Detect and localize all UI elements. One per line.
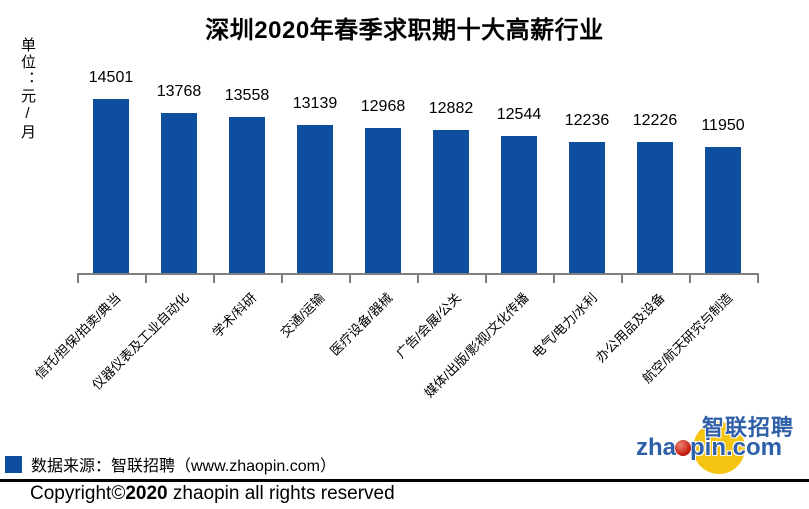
bar-value-label: 11950 xyxy=(701,117,745,134)
x-axis-tick xyxy=(213,273,215,283)
chart-title: 深圳2020年春季求职期十大高薪行业 xyxy=(205,17,604,44)
bar-value-label: 12226 xyxy=(632,112,678,129)
bar-value-label: 12236 xyxy=(564,112,610,129)
bar xyxy=(705,147,741,273)
copyright-prefix: Copyright© xyxy=(30,483,126,504)
bar xyxy=(93,99,129,273)
bar-value-label: 12544 xyxy=(496,106,542,123)
bar xyxy=(297,125,333,273)
bar-value-label: 13558 xyxy=(224,87,270,104)
x-axis-tick xyxy=(757,273,759,283)
x-axis xyxy=(77,273,759,284)
x-axis-tick xyxy=(281,273,283,283)
x-axis-tick xyxy=(689,273,691,283)
category-label: 电气/电力/水利 xyxy=(528,290,600,361)
x-axis-tick xyxy=(77,273,79,283)
category-label: 交通/运输 xyxy=(277,290,328,341)
data-source-label: 数据来源：智联招聘（www.zhaopin.com） xyxy=(31,458,336,475)
bar xyxy=(229,117,265,273)
bar-value-label: 12882 xyxy=(428,100,474,117)
x-axis-tick xyxy=(485,273,487,283)
bar xyxy=(569,142,605,273)
bar xyxy=(161,113,197,273)
category-label: 学术/科研 xyxy=(209,290,260,341)
x-axis-tick xyxy=(145,273,147,283)
plot-area: 14501 13768 13558 13139 12968 12882 12544 12236… xyxy=(77,69,758,273)
bar-value-label: 13139 xyxy=(292,95,338,112)
logo-en-right: pin.com xyxy=(690,434,783,461)
category-label: 医疗设备/器械 xyxy=(327,290,396,359)
logo-cn-text: 智联招聘 xyxy=(702,415,795,440)
bar xyxy=(501,136,537,273)
category-label: 广告/会展/公关 xyxy=(392,290,464,361)
x-axis-tick xyxy=(417,273,419,283)
bar-value-label: 12968 xyxy=(360,98,406,115)
category-labels: 信托/担保/拍卖/典当 仪器仪表及工业自动化 学术/科研 交通/运输 医疗设备/器械 广告… xyxy=(32,288,758,423)
x-axis-tick xyxy=(621,273,623,283)
bar-value-label: 14501 xyxy=(88,69,134,86)
copyright-suffix: zhaopin all rights reserved xyxy=(167,483,395,504)
logo-yellow-circle-icon xyxy=(693,422,745,474)
y-axis-unit-label: 单位：元/月 xyxy=(19,37,36,141)
copyright-text: Copyright©2020 zhaopin all rights reserv… xyxy=(30,483,395,505)
footer-divider xyxy=(0,479,809,482)
x-axis-tick xyxy=(553,273,555,283)
logo-red-dot-icon xyxy=(675,440,692,456)
zhaopin-logo: 智联招聘 zha pin.com xyxy=(636,410,806,476)
legend: 数据来源：智联招聘（www.zhaopin.com） xyxy=(5,455,336,475)
legend-swatch xyxy=(5,455,22,473)
bar xyxy=(637,142,673,273)
bar xyxy=(365,128,401,273)
bar xyxy=(433,130,469,273)
logo-en-left: zha xyxy=(636,434,677,461)
bar-value-label: 13768 xyxy=(156,83,202,100)
logo-en-text: zha pin.com xyxy=(636,434,782,462)
x-axis-tick xyxy=(349,273,351,283)
copyright-year: 2020 xyxy=(125,483,168,504)
